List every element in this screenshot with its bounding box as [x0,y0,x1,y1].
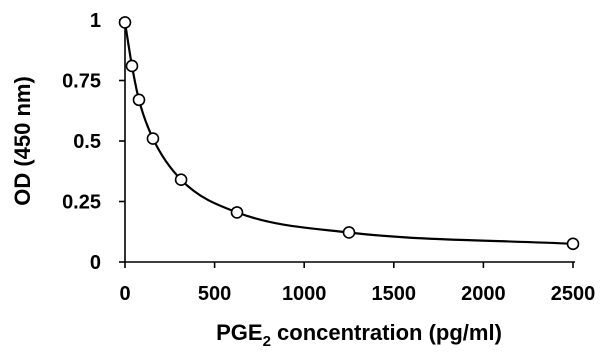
x-axis-title-prefix: PGE [216,320,262,345]
data-point [132,93,146,107]
y-axis-title: OD (450 nm) [10,76,35,206]
x-tick-label: 0 [119,283,130,305]
data-point [146,132,160,145]
x-tick-label: 1500 [372,283,417,305]
y-tick-label: 0 [90,252,101,274]
y-tick-label: 1 [90,10,101,32]
data-point [566,237,580,251]
x-ticks: 0 500 1000 1500 2000 2500 [119,262,595,305]
data-point [174,173,188,187]
data-point [125,59,139,73]
x-tick-label: 1000 [282,283,327,305]
data-point [230,206,244,219]
data-points [118,16,580,251]
x-tick-label: 500 [198,283,231,305]
data-point [342,226,356,239]
x-axis-title-suffix: concentration (pg/ml) [271,320,502,345]
x-axis-title-subscript: 2 [263,333,271,350]
x-tick-label: 2000 [461,283,506,305]
fit-curve [123,22,574,245]
data-point [118,16,132,29]
y-tick-label: 0.25 [62,192,101,214]
x-tick-label: 2500 [551,283,596,305]
y-tick-label: 0.5 [73,131,101,153]
y-tick-label: 0.75 [62,71,101,93]
x-axis-title: PGE2 concentration (pg/ml) [216,320,502,350]
y-ticks: 0 0.25 0.5 0.75 1 [62,10,125,274]
axes: 0 0.25 0.5 0.75 1 0 500 1000 1500 2000 2500 [62,10,595,305]
